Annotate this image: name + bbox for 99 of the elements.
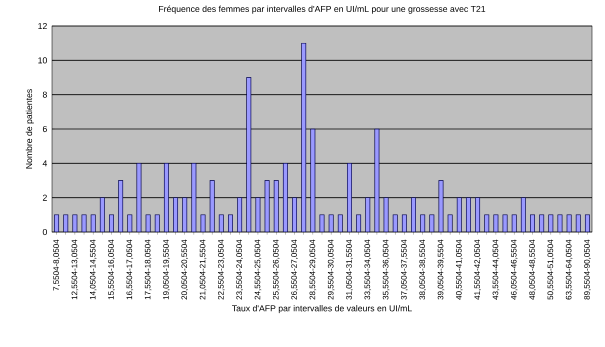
x-tick-label: 22,5504-23,0504 bbox=[218, 240, 225, 300]
y-tick-label: 10 bbox=[38, 57, 47, 64]
bar bbox=[411, 197, 416, 232]
y-tick-label: 6 bbox=[42, 126, 47, 132]
y-tick-label: 0 bbox=[42, 228, 47, 236]
x-tick-label: 46,0504-46,5504 bbox=[510, 240, 518, 300]
bar bbox=[54, 214, 60, 232]
bar bbox=[173, 197, 178, 232]
bar bbox=[493, 214, 498, 232]
bar bbox=[200, 214, 206, 232]
bar bbox=[136, 163, 142, 232]
bar bbox=[118, 180, 124, 232]
bar bbox=[100, 197, 105, 232]
x-tick-label: 39,0504-39,5504 bbox=[438, 240, 444, 300]
x-tick-label: 40,5504-41,0504 bbox=[456, 240, 463, 300]
bar bbox=[146, 214, 151, 232]
x-tick-label: 7,5504-8,0504 bbox=[53, 240, 60, 291]
bar bbox=[466, 197, 471, 232]
x-tick-label: 50,5504-51,0504 bbox=[548, 240, 554, 300]
bar bbox=[255, 197, 260, 232]
bar bbox=[475, 197, 480, 232]
x-tick-label: 38,0504-38,5504 bbox=[419, 240, 426, 300]
bar bbox=[338, 214, 343, 232]
bar bbox=[584, 214, 590, 232]
bar bbox=[301, 42, 306, 232]
bar bbox=[310, 128, 316, 232]
x-tick-label: 15,5504-16,0504 bbox=[108, 240, 115, 300]
bar bbox=[127, 214, 132, 232]
bar bbox=[191, 163, 196, 232]
bar bbox=[566, 214, 572, 232]
x-axis-title: Taux d'AFP par intervalles de valeurs en UI/mL bbox=[232, 305, 412, 314]
bar bbox=[282, 163, 288, 232]
bar bbox=[520, 197, 526, 232]
bar bbox=[429, 214, 434, 232]
bar bbox=[530, 214, 535, 232]
y-tick-label: 8 bbox=[42, 92, 47, 98]
x-tick-label: 31,0504-31,5504 bbox=[346, 240, 353, 300]
bar bbox=[346, 163, 352, 232]
bar bbox=[63, 214, 68, 232]
x-tick-label: 12,5504-13,0504 bbox=[72, 240, 78, 300]
bar bbox=[182, 197, 188, 232]
chart-title: Fréquence des femmes par intervalles d'AFP en UI/mL pour une grossesse avec T21 bbox=[159, 6, 486, 14]
bar bbox=[512, 214, 517, 232]
bar bbox=[502, 214, 508, 232]
bar bbox=[539, 214, 544, 232]
x-tick-label: 17,5504-18,0504 bbox=[144, 240, 152, 300]
x-tick-label: 23,5504-24,0504 bbox=[236, 240, 243, 300]
bar bbox=[210, 180, 215, 232]
bar bbox=[402, 214, 407, 232]
x-tick-label: 48,0504-48,5504 bbox=[529, 240, 536, 300]
x-tick-label: 19,0504-19,5504 bbox=[163, 240, 170, 300]
bar bbox=[264, 180, 270, 232]
x-tick-label: 14,0504-14,5504 bbox=[90, 240, 96, 300]
y-tick-label: 2 bbox=[42, 194, 47, 201]
y-tick-label: 12 bbox=[38, 22, 47, 30]
bar bbox=[218, 214, 224, 232]
x-tick-label: 16,5504-17,0504 bbox=[126, 240, 134, 300]
x-tick-label: 33,5504-34,0504 bbox=[364, 240, 372, 300]
bar bbox=[365, 197, 370, 232]
x-tick-label: 35,5504-36,0504 bbox=[382, 240, 390, 300]
x-tick-label: 37,0504-37,5504 bbox=[401, 240, 408, 300]
bar bbox=[274, 180, 279, 232]
x-tick-label: 29,5504-30,0504 bbox=[328, 240, 334, 300]
bar bbox=[548, 214, 554, 232]
bar bbox=[374, 128, 380, 232]
x-tick-label: 20,0504-20,5504 bbox=[181, 240, 188, 300]
x-tick-label: 24,5504-25,0504 bbox=[254, 240, 262, 300]
bar bbox=[109, 214, 114, 232]
bar bbox=[456, 197, 462, 232]
x-tick-label: 63,5504-64,0504 bbox=[566, 240, 572, 300]
bar bbox=[438, 180, 444, 232]
bar bbox=[292, 197, 298, 232]
bar bbox=[246, 77, 252, 232]
x-tick-label: 28,5504-29,0504 bbox=[310, 240, 316, 300]
y-tick-label: 4 bbox=[42, 160, 48, 166]
x-tick-label: 43,5504-44,0504 bbox=[492, 240, 500, 300]
x-tick-label: 21,0504-21,5504 bbox=[200, 240, 206, 300]
x-tick-label: 25,5504-26,0504 bbox=[272, 240, 280, 300]
bar bbox=[237, 197, 242, 232]
bar bbox=[228, 214, 233, 232]
bar bbox=[448, 214, 453, 232]
bar bbox=[484, 214, 490, 232]
bar bbox=[72, 214, 78, 232]
bar bbox=[320, 214, 324, 232]
bar bbox=[154, 214, 160, 232]
bar bbox=[420, 214, 426, 232]
bar bbox=[164, 163, 169, 232]
bar bbox=[328, 214, 334, 232]
bar bbox=[558, 214, 562, 232]
bar bbox=[576, 214, 581, 232]
y-axis-title: Nombre de patientes bbox=[26, 89, 34, 169]
bar bbox=[90, 214, 96, 232]
x-tick-label: 89,5504-90,0504 bbox=[584, 240, 591, 300]
bar bbox=[392, 214, 398, 232]
bar bbox=[82, 214, 87, 232]
bar bbox=[384, 197, 389, 232]
bar bbox=[356, 214, 362, 232]
x-tick-label: 26,5504-27,0504 bbox=[291, 240, 298, 300]
x-tick-label: 41,5504-42,0504 bbox=[474, 240, 481, 300]
